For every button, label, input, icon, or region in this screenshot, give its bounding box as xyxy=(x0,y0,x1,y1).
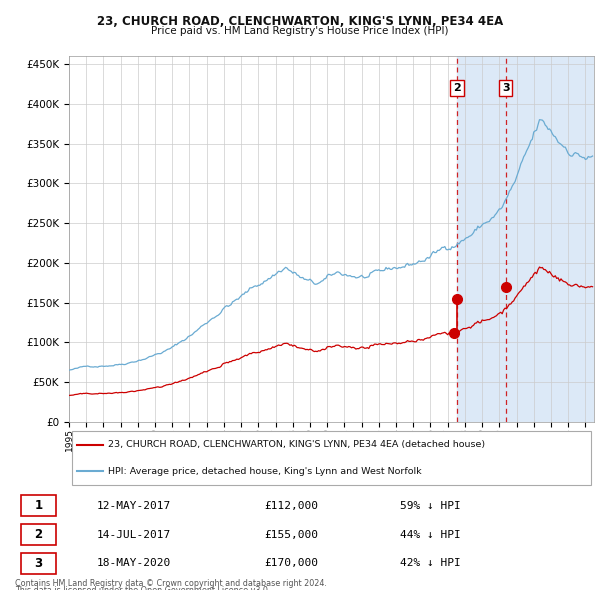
Text: 12-MAY-2017: 12-MAY-2017 xyxy=(97,501,172,511)
Text: £112,000: £112,000 xyxy=(265,501,319,511)
FancyBboxPatch shape xyxy=(71,431,592,485)
Text: 23, CHURCH ROAD, CLENCHWARTON, KING'S LYNN, PE34 4EA (detached house): 23, CHURCH ROAD, CLENCHWARTON, KING'S LY… xyxy=(109,440,485,449)
Text: 23, CHURCH ROAD, CLENCHWARTON, KING'S LYNN, PE34 4EA: 23, CHURCH ROAD, CLENCHWARTON, KING'S LY… xyxy=(97,15,503,28)
Text: 18-MAY-2020: 18-MAY-2020 xyxy=(97,558,172,568)
Text: HPI: Average price, detached house, King's Lynn and West Norfolk: HPI: Average price, detached house, King… xyxy=(109,467,422,476)
Text: 44% ↓ HPI: 44% ↓ HPI xyxy=(400,530,461,539)
Text: 3: 3 xyxy=(34,557,43,570)
FancyBboxPatch shape xyxy=(20,524,56,545)
Text: 2: 2 xyxy=(453,83,461,93)
Text: Contains HM Land Registry data © Crown copyright and database right 2024.: Contains HM Land Registry data © Crown c… xyxy=(15,579,326,588)
Text: Price paid vs. HM Land Registry's House Price Index (HPI): Price paid vs. HM Land Registry's House … xyxy=(151,26,449,36)
Text: 3: 3 xyxy=(502,83,509,93)
Text: 2: 2 xyxy=(34,528,43,541)
Text: 42% ↓ HPI: 42% ↓ HPI xyxy=(400,558,461,568)
FancyBboxPatch shape xyxy=(20,553,56,574)
Text: £155,000: £155,000 xyxy=(265,530,319,539)
Text: 14-JUL-2017: 14-JUL-2017 xyxy=(97,530,172,539)
Text: This data is licensed under the Open Government Licence v3.0.: This data is licensed under the Open Gov… xyxy=(15,586,270,590)
Text: 59% ↓ HPI: 59% ↓ HPI xyxy=(400,501,461,511)
FancyBboxPatch shape xyxy=(20,495,56,516)
Bar xyxy=(457,56,594,422)
Text: £170,000: £170,000 xyxy=(265,558,319,568)
Text: 1: 1 xyxy=(34,499,43,512)
